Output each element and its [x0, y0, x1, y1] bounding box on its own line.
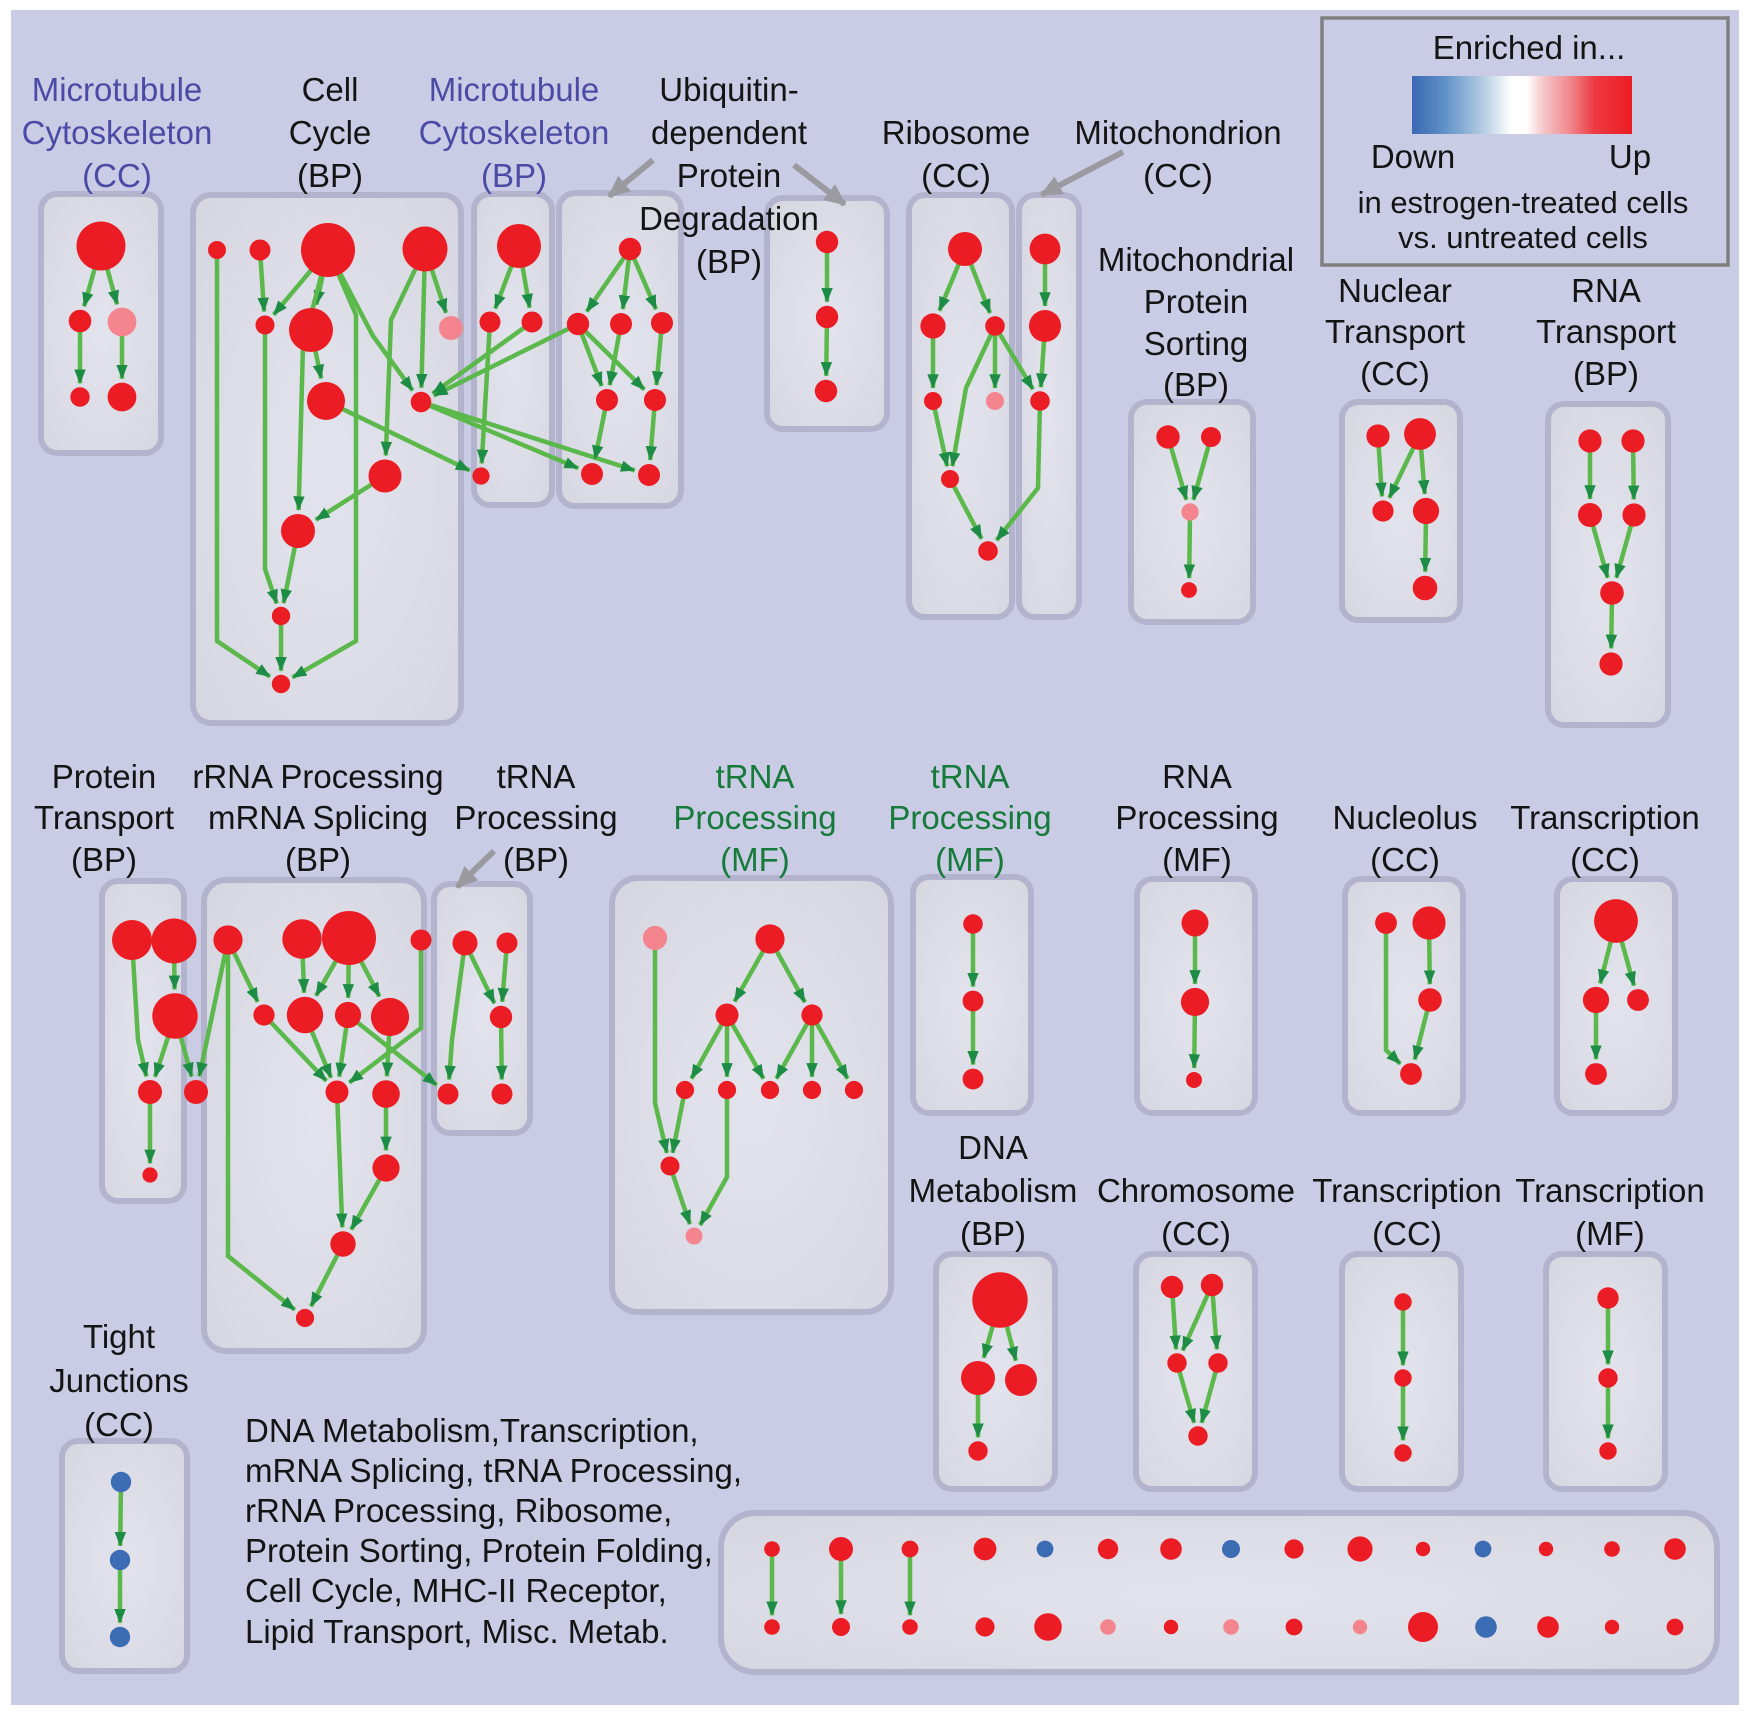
svg-text:rRNA Processing, Ribosome,: rRNA Processing, Ribosome,: [245, 1492, 672, 1529]
svg-text:Transcription: Transcription: [1510, 799, 1700, 836]
svg-text:Protein: Protein: [1144, 283, 1249, 320]
svg-text:tRNA: tRNA: [931, 758, 1010, 795]
svg-text:Processing: Processing: [673, 799, 836, 836]
svg-text:Transcription: Transcription: [1515, 1172, 1705, 1209]
svg-text:(BP): (BP): [481, 157, 547, 194]
svg-text:Cytoskeleton: Cytoskeleton: [22, 114, 213, 151]
svg-text:(MF): (MF): [1162, 841, 1232, 878]
svg-text:RNA: RNA: [1162, 758, 1232, 795]
svg-text:(CC): (CC): [921, 157, 991, 194]
svg-text:(BP): (BP): [71, 841, 137, 878]
svg-text:(MF): (MF): [720, 841, 790, 878]
svg-text:(CC): (CC): [1370, 841, 1440, 878]
svg-text:Microtubule: Microtubule: [429, 71, 600, 108]
svg-text:(BP): (BP): [1573, 355, 1639, 392]
svg-text:tRNA: tRNA: [716, 758, 795, 795]
svg-text:(BP): (BP): [503, 841, 569, 878]
svg-text:(CC): (CC): [1143, 157, 1213, 194]
svg-text:Microtubule: Microtubule: [32, 71, 203, 108]
svg-text:(BP): (BP): [696, 243, 762, 280]
svg-text:Transport: Transport: [1536, 313, 1676, 350]
svg-text:Tight: Tight: [83, 1318, 155, 1355]
svg-text:Processing: Processing: [1115, 799, 1278, 836]
svg-text:Chromosome: Chromosome: [1097, 1172, 1295, 1209]
svg-text:Ribosome: Ribosome: [882, 114, 1031, 151]
svg-text:Metabolism: Metabolism: [909, 1172, 1078, 1209]
svg-text:(CC): (CC): [1372, 1215, 1442, 1252]
svg-text:Up: Up: [1609, 138, 1651, 175]
svg-text:(CC): (CC): [1360, 355, 1430, 392]
svg-text:Protein: Protein: [677, 157, 782, 194]
svg-text:Degradation: Degradation: [639, 200, 819, 237]
svg-text:mRNA Splicing, tRNA Processing: mRNA Splicing, tRNA Processing,: [245, 1452, 742, 1489]
svg-text:(CC): (CC): [84, 1406, 154, 1443]
svg-text:Cytoskeleton: Cytoskeleton: [419, 114, 610, 151]
svg-text:Cycle: Cycle: [289, 114, 372, 151]
svg-text:Processing: Processing: [454, 799, 617, 836]
svg-text:Transport: Transport: [34, 799, 174, 836]
svg-text:RNA: RNA: [1571, 272, 1641, 309]
svg-text:Cell: Cell: [302, 71, 359, 108]
svg-text:Sorting: Sorting: [1144, 325, 1249, 362]
svg-text:(MF): (MF): [1575, 1215, 1645, 1252]
svg-text:Lipid Transport, Misc. Metab.: Lipid Transport, Misc. Metab.: [245, 1613, 669, 1650]
svg-text:Cell Cycle, MHC-II Receptor,: Cell Cycle, MHC-II Receptor,: [245, 1572, 667, 1609]
svg-text:(BP): (BP): [285, 841, 351, 878]
svg-text:(BP): (BP): [1163, 366, 1229, 403]
svg-text:Ubiquitin-: Ubiquitin-: [659, 71, 798, 108]
svg-text:Nucleolus: Nucleolus: [1333, 799, 1478, 836]
svg-text:Mitochondrion: Mitochondrion: [1074, 114, 1281, 151]
svg-text:tRNA: tRNA: [497, 758, 576, 795]
svg-text:(CC): (CC): [82, 157, 152, 194]
svg-text:Down: Down: [1371, 138, 1455, 175]
svg-text:Junctions: Junctions: [49, 1362, 188, 1399]
svg-text:Protein: Protein: [52, 758, 157, 795]
svg-text:Enriched in...: Enriched in...: [1433, 29, 1626, 66]
svg-text:DNA: DNA: [958, 1129, 1028, 1166]
svg-text:mRNA Splicing: mRNA Splicing: [208, 799, 428, 836]
svg-text:dependent: dependent: [651, 114, 807, 151]
svg-text:Nuclear: Nuclear: [1338, 272, 1452, 309]
svg-text:rRNA Processing: rRNA Processing: [192, 758, 443, 795]
svg-text:(MF): (MF): [935, 841, 1005, 878]
svg-text:Mitochondrial: Mitochondrial: [1098, 241, 1294, 278]
svg-text:Processing: Processing: [888, 799, 1051, 836]
svg-text:DNA Metabolism,Transcription,: DNA Metabolism,Transcription,: [245, 1412, 699, 1449]
svg-text:in estrogen-treated cells: in estrogen-treated cells: [1358, 185, 1689, 220]
svg-text:Protein Sorting, Protein Foldi: Protein Sorting, Protein Folding,: [245, 1532, 713, 1569]
svg-text:(CC): (CC): [1570, 841, 1640, 878]
svg-text:vs. untreated cells: vs. untreated cells: [1398, 220, 1648, 255]
svg-text:(CC): (CC): [1161, 1215, 1231, 1252]
svg-text:Transport: Transport: [1325, 313, 1465, 350]
svg-text:(BP): (BP): [297, 157, 363, 194]
svg-text:Transcription: Transcription: [1312, 1172, 1502, 1209]
svg-text:(BP): (BP): [960, 1215, 1026, 1252]
